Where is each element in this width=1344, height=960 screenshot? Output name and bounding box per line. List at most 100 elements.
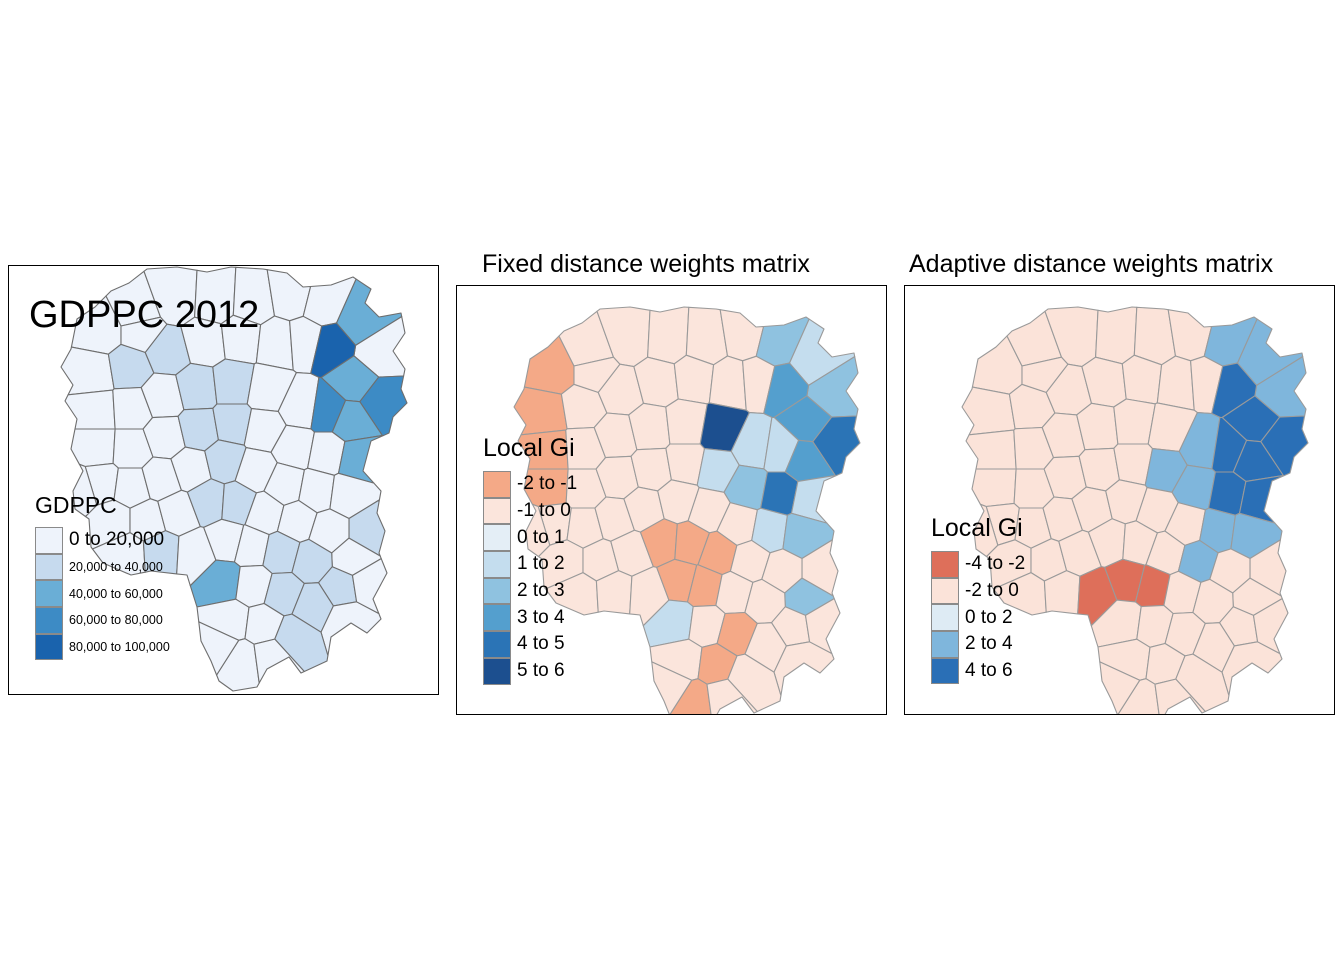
legend-swatch: [483, 577, 511, 605]
map-region: [1099, 661, 1141, 714]
legend-swatch: [931, 577, 959, 605]
choropleth-map-gdppc: [60, 266, 408, 692]
map-region: [673, 354, 715, 405]
legend-label: 0 to 1: [517, 526, 565, 548]
legend-label: -2 to 0: [965, 580, 1019, 602]
legend-label: 0 to 2: [965, 606, 1013, 628]
map-region: [1175, 653, 1230, 713]
map-region: [669, 678, 712, 714]
legend-label: 60,000 to 80,000: [69, 613, 163, 628]
legend-item: 1 to 2: [483, 551, 577, 578]
legend-swatch: [483, 524, 511, 552]
map-region: [573, 356, 621, 393]
map-region: [1021, 356, 1069, 393]
legend-item: 5 to 6: [483, 657, 577, 685]
legend-title: GDPPC: [35, 492, 117, 518]
legend-swatch: [483, 497, 511, 525]
legend-label: 20,000 to 40,000: [69, 560, 163, 575]
map-region: [120, 316, 168, 353]
legend-swatch: [483, 604, 511, 632]
legend-gdppc: GDPPC 0 to 20,000 20,000 to 40,000 40,000 …: [35, 492, 170, 661]
legend-item: 60,000 to 80,000: [35, 607, 170, 634]
legend-item: 0 to 20,000: [35, 527, 170, 554]
map-region: [253, 638, 305, 684]
legend-swatch: [35, 553, 63, 581]
map-region: [965, 429, 1017, 470]
map-panel-fixed: Local Gi -2 to -1 -1 to 0 0 to 1 1 to 2 2 to…: [456, 285, 887, 715]
legend-item: 0 to 2: [931, 604, 1025, 632]
legend-item: 20,000 to 40,000: [35, 553, 170, 581]
legend-label: 4 to 5: [517, 633, 565, 655]
legend-item: -2 to -1: [483, 471, 577, 498]
panel-title-fixed: Fixed distance weights matrix: [482, 250, 810, 278]
legend-item: 2 to 4: [931, 631, 1025, 658]
map-region: [525, 503, 551, 558]
map-region: [706, 678, 758, 714]
map-region: [708, 355, 747, 411]
map-title: GDPPC 2012: [29, 294, 260, 336]
map-region: [812, 415, 861, 477]
map-region: [971, 468, 1017, 508]
legend-swatch: [35, 633, 63, 661]
map-region: [804, 598, 841, 655]
legend-swatch: [35, 607, 63, 634]
legend-swatch: [483, 631, 511, 658]
map-region: [64, 389, 116, 430]
map-region: [274, 613, 329, 673]
legend-local-gi-fixed: Local Gi -2 to -1 -1 to 0 0 to 1 1 to 2 2 to…: [483, 434, 577, 685]
legend-swatch: [931, 631, 959, 658]
map-panel-adaptive: Local Gi -4 to -2 -2 to 0 0 to 2 2 to 4 4 to…: [904, 285, 1335, 715]
map-region: [773, 641, 835, 697]
map-region: [255, 315, 294, 371]
legend-item: -4 to -2: [931, 551, 1025, 578]
legend-label: -1 to 0: [517, 500, 571, 522]
legend-label: 1 to 2: [517, 553, 565, 575]
map-region: [1221, 641, 1283, 697]
map-region: [961, 386, 1016, 436]
map-region: [1117, 678, 1160, 714]
map-region: [351, 558, 388, 615]
legend-swatch: [931, 551, 959, 578]
legend-swatch: [35, 527, 63, 554]
legend-item: 4 to 6: [931, 657, 1025, 685]
legend-item: 80,000 to 100,000: [35, 633, 170, 661]
legend-label: 2 to 4: [965, 633, 1013, 655]
map-region: [647, 306, 690, 365]
map-region: [1154, 678, 1206, 714]
map-region: [1252, 598, 1289, 655]
choropleth-map-adaptive: [961, 306, 1309, 714]
map-region: [1076, 402, 1119, 451]
legend-swatch: [931, 657, 959, 685]
choropleth-map-fixed: [513, 306, 861, 714]
map-region: [72, 463, 98, 518]
legend-item: -1 to 0: [483, 497, 577, 525]
legend-item: -2 to 0: [931, 577, 1025, 605]
legend-item: 40,000 to 60,000: [35, 580, 170, 608]
map-region: [651, 661, 693, 714]
map-region: [320, 601, 382, 657]
legend-label: 4 to 6: [965, 660, 1013, 682]
legend-swatch: [483, 657, 511, 685]
legend-item: 2 to 3: [483, 577, 577, 605]
map-region: [727, 653, 782, 713]
panel-title-adaptive: Adaptive distance weights matrix: [909, 250, 1274, 278]
map-region: [973, 503, 999, 558]
map-region: [359, 375, 408, 437]
legend-swatch: [931, 604, 959, 632]
legend-label: 40,000 to 60,000: [69, 586, 163, 601]
map-region: [1095, 306, 1138, 365]
legend-item: 0 to 1: [483, 524, 577, 552]
legend-title: Local Gi: [483, 434, 575, 462]
map-region: [198, 621, 240, 676]
legend-label: 5 to 6: [517, 660, 565, 682]
map-region: [513, 386, 568, 436]
legend-item: 3 to 4: [483, 604, 577, 632]
legend-label: 0 to 20,000: [69, 529, 165, 551]
legend-label: -2 to -1: [517, 473, 578, 495]
legend-label: 3 to 4: [517, 606, 565, 628]
map-region: [1156, 355, 1195, 411]
legend-swatch: [483, 471, 511, 498]
legend-label: 80,000 to 100,000: [69, 640, 170, 655]
map-panel-gdppc: GDPPC 2012 GDPPC 0 to 20,000 20,000 to 40…: [8, 265, 439, 695]
map-region: [60, 346, 115, 396]
